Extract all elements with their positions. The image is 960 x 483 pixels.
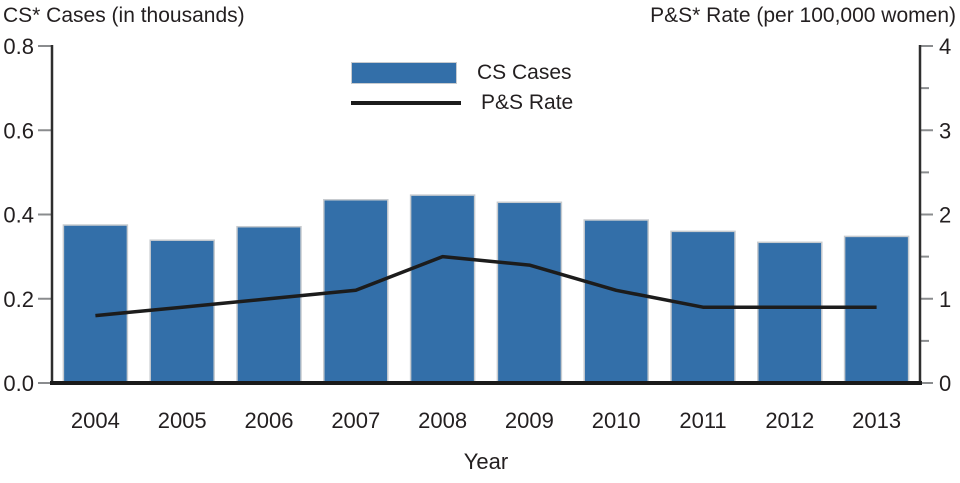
- x-tick-label-2007: 2007: [331, 408, 380, 433]
- ps-rate-line: [95, 254, 877, 318]
- bar-2004: [62, 224, 129, 384]
- x-tick-label-2004: 2004: [71, 408, 120, 433]
- right-axis-tick-label-3: 3: [939, 118, 951, 143]
- x-tick-label-2009: 2009: [505, 408, 554, 433]
- right-axis-tick-label-1: 1: [939, 287, 951, 312]
- legend-item-ps-rate: P&S Rate: [351, 91, 573, 114]
- bar-2010: [583, 219, 649, 384]
- bar-2009: [496, 201, 563, 384]
- legend-label-ps-rate: P&S Rate: [481, 90, 574, 114]
- left-axis-title: CS* Cases (in thousands): [3, 4, 245, 27]
- left-axis-tick-label-0.6: 0.6: [3, 118, 34, 143]
- x-tick-label-2008: 2008: [418, 408, 467, 433]
- legend-bar-swatch-icon: [351, 61, 457, 84]
- left-axis-tick-label-0.4: 0.4: [3, 203, 34, 228]
- legend: CS Cases P&S Rate: [351, 61, 573, 114]
- right-axis-tick-label-2: 2: [939, 203, 951, 228]
- x-tick-label-2010: 2010: [592, 408, 641, 433]
- bar-2005: [149, 239, 215, 384]
- legend-item-cs-cases: CS Cases: [351, 61, 573, 84]
- bar-2012: [757, 241, 823, 384]
- left-axis-tick-label-0.0: 0.0: [3, 371, 34, 396]
- left-axis-tick-label-0.2: 0.2: [3, 287, 34, 312]
- legend-line-swatch-icon: [351, 92, 461, 114]
- right-axis-tick-label-4: 4: [939, 34, 951, 59]
- bar-2008: [409, 194, 476, 384]
- bar-2006: [236, 225, 302, 384]
- x-tick-label-2006: 2006: [245, 408, 294, 433]
- left-axis-tick-label-0.8: 0.8: [3, 34, 34, 59]
- right-axis-tick-label-0: 0: [939, 371, 951, 396]
- x-tick-label-2012: 2012: [765, 408, 814, 433]
- bar-2013: [843, 235, 910, 384]
- x-tick-label-2013: 2013: [852, 408, 901, 433]
- right-axis-title: P&S* Rate (per 100,000 women): [650, 4, 956, 27]
- legend-label-cs-cases: CS Cases: [477, 60, 572, 84]
- x-tick-label-2011: 2011: [679, 408, 726, 433]
- x-axis-title: Year: [463, 449, 509, 474]
- x-tick-label-2005: 2005: [158, 408, 207, 433]
